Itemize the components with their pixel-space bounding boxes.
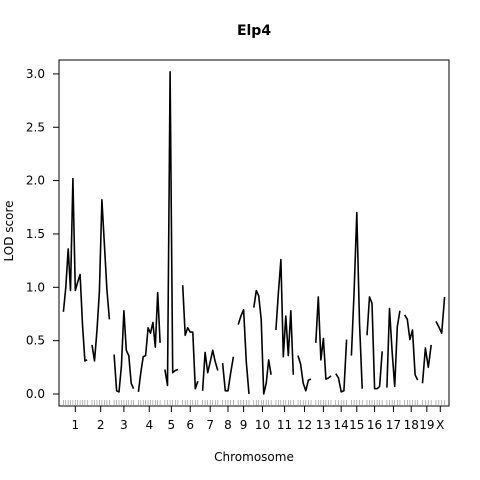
lod-line-chr-17	[386, 307, 401, 388]
lod-line-chr-15	[350, 211, 363, 389]
y-axis-label: LOD score	[2, 200, 16, 261]
plot-area: 0.00.51.01.52.02.53.01 2 3 4 5 6 7 8 9 10 11 12 13 14…	[26, 59, 450, 432]
chromosome-label-19: 19	[419, 418, 434, 432]
lod-line-chr-12	[297, 355, 312, 392]
lod-line-chr-11	[275, 258, 295, 375]
lod-line-chr-3	[113, 309, 135, 393]
lod-line-chr-18	[404, 314, 419, 381]
y-tick-label: 1.5	[26, 227, 45, 241]
y-tick-label: 3.0	[26, 67, 45, 81]
chromosome-label-11: 11	[277, 418, 292, 432]
chromosome-label-4: 4	[145, 418, 153, 432]
chromosome-label-1: 1	[71, 418, 79, 432]
lod-line-chr-5	[164, 71, 179, 387]
chromosome-label-3: 3	[120, 418, 128, 432]
chromosome-label-6: 6	[186, 418, 194, 432]
lod-line-chr-X	[435, 296, 446, 335]
y-tick-label: 2.5	[26, 120, 45, 134]
lod-line-chr-7	[201, 349, 219, 391]
lod-line-chr-9	[237, 308, 250, 395]
lod-line-chr-1	[62, 177, 88, 362]
x-axis-label: Chromosome	[214, 450, 294, 464]
lod-line-chr-16	[366, 296, 383, 390]
chromosome-label-5: 5	[168, 418, 176, 432]
chromosome-label-16: 16	[367, 418, 382, 432]
chromosome-label-2: 2	[97, 418, 105, 432]
chromosome-label-7: 7	[206, 418, 214, 432]
y-tick-label: 1.0	[26, 280, 45, 294]
lod-line-chr-8	[221, 356, 235, 392]
chromosome-label-18: 18	[404, 418, 419, 432]
y-tick-label: 2.0	[26, 174, 45, 188]
chromosome-label-X: X	[436, 418, 444, 432]
y-tick-label: 0.5	[26, 334, 45, 348]
lod-line-chr-6	[181, 285, 199, 390]
lod-line-chr-2	[91, 199, 111, 362]
chromosome-label-17: 17	[386, 418, 401, 432]
lod-line-chr-19	[421, 344, 432, 384]
chromosome-label-14: 14	[334, 418, 349, 432]
chart-title: Elp4	[237, 23, 271, 39]
chromosome-label-12: 12	[297, 418, 312, 432]
lod-line-chr-4	[137, 291, 161, 392]
chromosome-label-13: 13	[316, 418, 331, 432]
lod-line-chr-10	[253, 289, 272, 395]
lod-line-chr-14	[335, 339, 348, 393]
chromosome-label-15: 15	[349, 418, 364, 432]
chromosome-label-9: 9	[240, 418, 248, 432]
y-tick-label: 0.0	[26, 387, 45, 401]
lod-line-chr-13	[315, 296, 332, 380]
chromosome-label-8: 8	[224, 418, 232, 432]
chromosome-label-10: 10	[255, 418, 270, 432]
